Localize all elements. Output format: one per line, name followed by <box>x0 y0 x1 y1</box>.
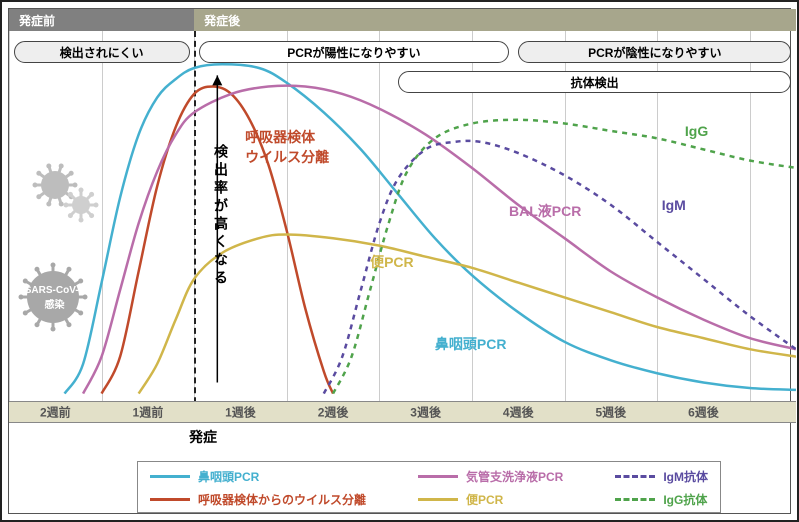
onset-line <box>194 31 196 423</box>
axis-tick-label: 2週前 <box>40 404 71 421</box>
grid-line <box>102 31 103 423</box>
axis-tick-label: 1週後 <box>225 404 256 421</box>
legend-text: 呼吸器検体からのウイルス分離 <box>198 491 366 508</box>
axis-tick-label: 6週後 <box>688 404 719 421</box>
info-pill: PCRが陰性になりやすい <box>518 41 791 63</box>
axis-tick-label: 5週後 <box>595 404 626 421</box>
chart-inner: 発症前発症後2週前1週前1週後2週後3週後4週後5週後6週後検出されにくいPCR… <box>8 8 791 514</box>
legend-item-nasopharyngeal_pcr: 鼻咽頭PCR <box>150 468 366 485</box>
legend-text: IgG抗体 <box>663 491 707 508</box>
legend-line-igg <box>615 498 655 501</box>
curve-stool_pcr <box>139 235 796 394</box>
legend-item-igm: IgM抗体 <box>615 468 708 485</box>
header-post: 発症後 <box>194 9 796 31</box>
legend-text: 鼻咽頭PCR <box>198 468 259 485</box>
virus-label: SARS-CoV-2感染 <box>17 285 92 311</box>
grid-line <box>9 31 10 423</box>
curve-label-igg: IgG <box>685 123 708 139</box>
legend-text: 気管支洗浄液PCR <box>466 468 563 485</box>
header-pre: 発症前 <box>9 9 194 31</box>
legend-line-bal_pcr <box>418 475 458 478</box>
curve-label-bal_pcr: BAL液PCR <box>509 201 581 221</box>
legend-item-virus_isolation: 呼吸器検体からのウイルス分離 <box>150 491 366 508</box>
info-pill: 検出されにくい <box>14 41 190 63</box>
info-pill: PCRが陽性になりやすい <box>199 41 509 63</box>
legend-line-igm <box>615 475 655 478</box>
legend-item-igg: IgG抗体 <box>615 491 708 508</box>
legend-item-bal_pcr: 気管支洗浄液PCR <box>418 468 563 485</box>
x-axis-band: 2週前 1週前 1週後 2週後 3週後 4週後 5週後 6週後 <box>9 401 796 423</box>
onset-label: 発症 <box>189 427 217 447</box>
curve-nasopharyngeal_pcr <box>65 64 796 393</box>
curve-label-igm: IgM <box>662 197 686 213</box>
virus-icon <box>33 163 78 206</box>
curve-label-virus_isolation: 呼吸器検体ウイルス分離 <box>245 127 329 167</box>
legend-line-nasopharyngeal_pcr <box>150 475 190 478</box>
axis-tick-label: 2週後 <box>318 404 349 421</box>
legend-text: IgM抗体 <box>663 468 708 485</box>
legend: 鼻咽頭PCR 呼吸器検体からのウイルス分離 気管支洗浄液PCR 便PCR IgM抗体 Ig… <box>137 461 721 513</box>
grid-line <box>287 31 288 423</box>
info-pill: 抗体検出 <box>398 71 792 93</box>
legend-text: 便PCR <box>466 491 503 508</box>
axis-tick-label: 4週後 <box>503 404 534 421</box>
curve-label-nasopharyngeal_pcr: 鼻咽頭PCR <box>435 334 507 354</box>
legend-line-virus_isolation <box>150 498 190 501</box>
axis-tick-label: 3週後 <box>410 404 441 421</box>
y-arrow-label: 検出率が高くなる <box>211 144 231 288</box>
legend-line-stool_pcr <box>418 498 458 501</box>
legend-item-stool_pcr: 便PCR <box>418 491 563 508</box>
virus-icon <box>64 188 99 223</box>
grid-line <box>379 31 380 423</box>
axis-tick-label: 1週前 <box>133 404 164 421</box>
curve-label-stool_pcr: 便PCR <box>370 252 414 272</box>
chart-frame: 発症前発症後 2週前 1週前 1週後 2週後 3週後 4週後 5週後 6週後 検出されにくい PCR… <box>0 0 799 522</box>
